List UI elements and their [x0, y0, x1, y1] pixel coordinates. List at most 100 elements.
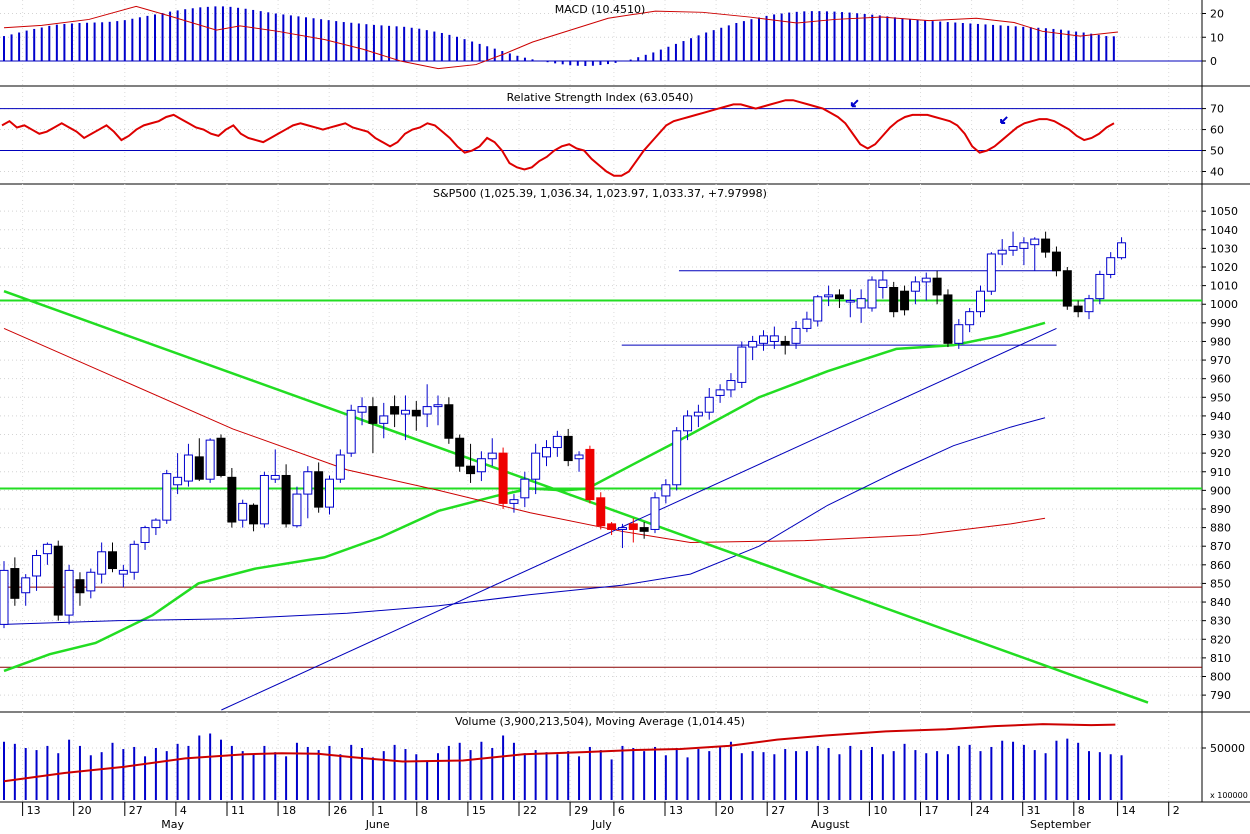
candle-body [834, 294, 844, 300]
candle-body [151, 519, 161, 529]
candle-body [509, 499, 519, 504]
candle-body [173, 476, 183, 486]
day-tick-label: 20 [720, 804, 734, 817]
candle-body [943, 294, 953, 344]
candle-body [433, 404, 443, 408]
candle-body [997, 249, 1007, 255]
price-title: S&P500 (1,025.39, 1,036.34, 1,023.97, 1,… [433, 187, 767, 200]
candle-body [1019, 242, 1029, 249]
candle-body [759, 335, 768, 344]
day-tick-label: 31 [1027, 804, 1041, 817]
candle-body [585, 448, 595, 501]
price-tick-label: 1020 [1210, 261, 1238, 274]
day-tick-label: 8 [421, 804, 428, 817]
candle-body [108, 551, 117, 570]
macd-signal-line [3, 5, 1118, 70]
day-tick-label: 29 [574, 804, 588, 817]
candle-body [921, 277, 931, 283]
candle-body [10, 568, 20, 599]
candle-body [118, 569, 128, 575]
candle-body [889, 286, 899, 313]
candle-body [824, 294, 834, 298]
candle-body [183, 454, 193, 482]
rsi-arrow-annotation [1000, 116, 1008, 124]
month-label: May [161, 818, 184, 830]
candle-body [422, 406, 432, 415]
price-tick-label: 1050 [1210, 205, 1238, 218]
candle-body [129, 543, 139, 573]
candle-body [444, 404, 454, 439]
day-tick-label: 24 [976, 804, 990, 817]
overlay-downtrend-average [3, 327, 1046, 543]
price-tick-label: 890 [1210, 503, 1231, 516]
rsi-tick-label: 40 [1210, 166, 1224, 179]
candle-body [411, 409, 421, 417]
price-tick-label: 930 [1210, 429, 1231, 442]
candle-body [748, 340, 758, 348]
price-tick-label: 830 [1210, 615, 1231, 628]
candle-body [455, 437, 465, 467]
day-tick-label: 22 [523, 804, 537, 817]
candle-body [194, 456, 204, 480]
candle-body [466, 465, 476, 475]
candle-body [683, 415, 693, 432]
candle-body [227, 476, 237, 523]
candle-body [1084, 298, 1094, 313]
candle-body [476, 458, 486, 473]
price-tick-label: 850 [1210, 577, 1231, 590]
price-tick-label: 1040 [1210, 224, 1238, 237]
candle-body [357, 406, 367, 413]
candle-body [335, 454, 345, 480]
price-tick-label: 920 [1210, 447, 1231, 460]
candle-body [292, 493, 302, 527]
day-tick-label: 10 [873, 804, 887, 817]
candle-body [1062, 270, 1072, 307]
day-tick-label: 2 [1173, 804, 1180, 817]
volume-moving-average [3, 723, 1116, 783]
candle-body [552, 435, 562, 449]
candle-body [715, 389, 725, 396]
candle-body [1051, 251, 1061, 272]
candle-body [249, 504, 259, 525]
candle-body [205, 439, 215, 480]
candle-body [693, 411, 703, 417]
month-label: June [365, 818, 390, 830]
candle-body [21, 577, 31, 594]
candle-body [672, 430, 682, 486]
candle-body [791, 327, 801, 344]
candle-body [238, 502, 248, 521]
month-label: July [591, 818, 612, 830]
overlay-sma-50 [3, 321, 1046, 673]
candle-body [0, 569, 9, 625]
volume-scale-label: x 100000 [1210, 791, 1248, 800]
month-label: August [811, 818, 850, 830]
day-tick-label: 6 [618, 804, 625, 817]
day-tick-label: 13 [669, 804, 683, 817]
candle-body [97, 551, 107, 575]
day-tick-label: 18 [282, 804, 296, 817]
rsi-title: Relative Strength Index (63.0540) [507, 91, 694, 104]
candle-body [845, 300, 855, 303]
candle-body [780, 340, 790, 346]
day-tick-label: 13 [27, 804, 41, 817]
day-tick-label: 8 [1078, 804, 1085, 817]
candle-body [140, 527, 150, 543]
price-tick-label: 820 [1210, 633, 1231, 646]
candle-body [531, 452, 541, 480]
candle-body [314, 471, 324, 508]
day-tick-label: 11 [231, 804, 245, 817]
candle-body [1008, 246, 1018, 251]
rsi-arrow-annotation [850, 99, 859, 108]
rsi-tick-label: 60 [1210, 124, 1224, 137]
macd-tick-label: 0 [1210, 55, 1217, 68]
price-tick-label: 860 [1210, 559, 1231, 572]
candle-body [954, 324, 964, 344]
candle-body [487, 452, 497, 460]
price-tick-label: 790 [1210, 689, 1231, 702]
candle-body [932, 277, 942, 296]
macd-tick-label: 10 [1210, 31, 1224, 44]
rsi-line [1, 99, 1115, 177]
candle-body [1030, 238, 1040, 246]
day-tick-label: 26 [333, 804, 347, 817]
